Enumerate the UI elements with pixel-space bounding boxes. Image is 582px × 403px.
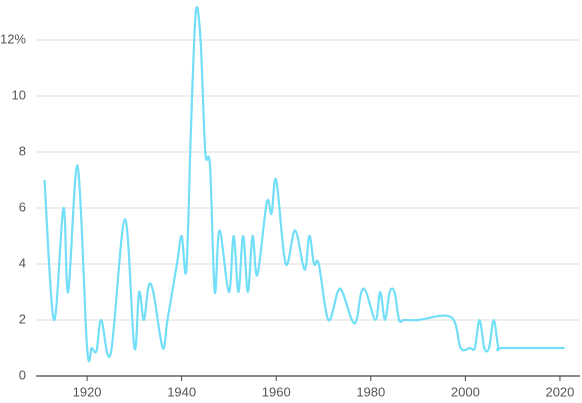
y-tick-label: 12%	[0, 31, 26, 46]
data-line	[43, 6, 565, 363]
x-tick-label: 1980	[356, 384, 385, 399]
y-tick-label: 2	[19, 311, 26, 326]
x-tick-label: 1960	[262, 384, 291, 399]
x-tick-label: 2000	[451, 384, 480, 399]
x-tick-label: 1940	[167, 384, 196, 399]
x-tick-label: 1920	[73, 384, 102, 399]
y-tick-label: 4	[19, 255, 26, 270]
y-tick-label: 6	[19, 199, 26, 214]
x-tick-label: 2020	[545, 384, 574, 399]
y-tick-label: 0	[19, 367, 26, 382]
y-tick-label: 8	[19, 143, 26, 158]
y-tick-label: 10	[12, 87, 26, 102]
